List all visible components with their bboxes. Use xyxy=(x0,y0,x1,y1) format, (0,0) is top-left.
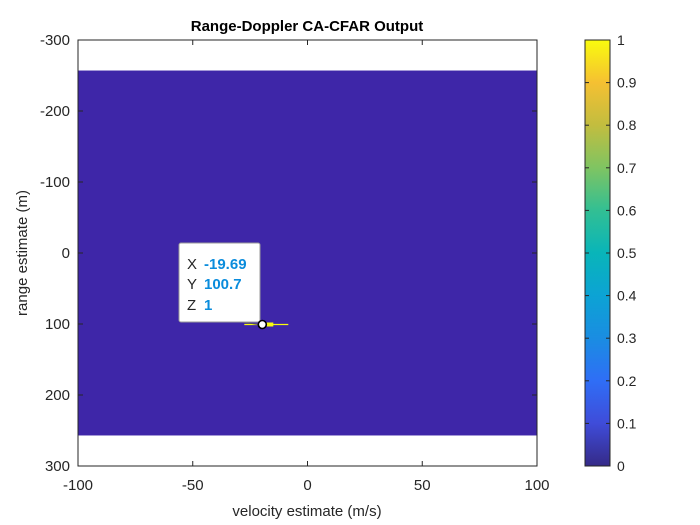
colorbar-tick-label: 0 xyxy=(617,458,625,474)
colorbar-tick-label: 1 xyxy=(617,32,625,48)
data-tip-box xyxy=(178,242,261,323)
data-tip-y-label: Y xyxy=(187,276,197,293)
colorbar-tick-label: 0.1 xyxy=(617,415,637,431)
colorbar-tick-label: 0.2 xyxy=(617,373,637,389)
y-tick-label: 200 xyxy=(45,387,70,404)
y-tick-label: -300 xyxy=(40,32,70,49)
colorbar-tick-label: 0.5 xyxy=(617,245,637,261)
heatmap-image xyxy=(78,70,537,436)
y-axis-label: range estimate (m) xyxy=(14,190,31,316)
colorbar-tick-label: 0.4 xyxy=(617,288,637,304)
colorbar-tick-label: 0.8 xyxy=(617,117,637,133)
chart-title: Range-Doppler CA-CFAR Output xyxy=(191,18,423,35)
colorbar-ticks: 0 0.1 0.2 0.3 0.4 0.5 0.6 0.7 0.8 0.9 1 xyxy=(585,32,637,474)
x-tick-label: 100 xyxy=(524,477,549,494)
colorbar-tick-label: 0.9 xyxy=(617,75,637,91)
x-axis-label: velocity estimate (m/s) xyxy=(232,503,381,520)
y-tick-label: 300 xyxy=(45,458,70,475)
y-tick-label: 100 xyxy=(45,316,70,333)
y-axis-ticks: -300 -200 -100 0 100 200 300 xyxy=(40,32,537,475)
detection-point xyxy=(265,322,274,327)
data-tip-z-value: 1 xyxy=(204,297,212,314)
x-tick-label: 0 xyxy=(303,477,311,494)
data-tip-z-label: Z xyxy=(187,297,196,314)
y-tick-label: -200 xyxy=(40,103,70,120)
colorbar-tick-label: 0.6 xyxy=(617,202,637,218)
data-tip-y-value: 100.7 xyxy=(204,276,242,293)
data-tip-x-value: -19.69 xyxy=(204,256,247,273)
colorbar xyxy=(584,39,611,467)
data-tip-x-label: X xyxy=(187,256,197,273)
colorbar-tick-label: 0.7 xyxy=(617,160,637,176)
x-axis-ticks: -100 -50 0 50 100 xyxy=(63,40,550,494)
data-tip[interactable]: X -19.69 Y 100.7 Z 1 xyxy=(178,242,268,330)
y-tick-label: 0 xyxy=(62,245,70,262)
data-tip-marker[interactable] xyxy=(257,319,268,330)
x-tick-label: 50 xyxy=(414,477,431,494)
x-tick-label: -50 xyxy=(182,477,204,494)
y-tick-label: -100 xyxy=(40,174,70,191)
x-tick-label: -100 xyxy=(63,477,93,494)
colorbar-tick-label: 0.3 xyxy=(617,330,637,346)
